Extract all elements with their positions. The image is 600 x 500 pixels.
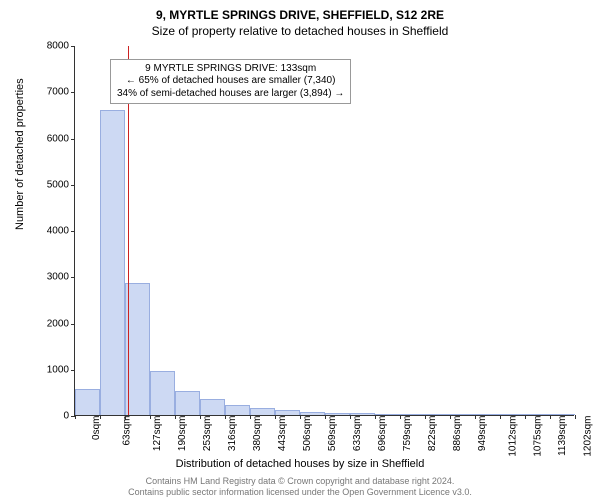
x-tick-label: 63sqm — [122, 416, 133, 446]
x-tick-mark — [225, 415, 226, 419]
x-tick-mark — [125, 415, 126, 419]
x-tick-mark — [325, 415, 326, 419]
x-tick-mark — [200, 415, 201, 419]
x-tick-label: 569sqm — [327, 416, 338, 452]
histogram-bar — [225, 405, 250, 415]
x-tick-label: 1012sqm — [508, 416, 519, 457]
x-tick-mark — [525, 415, 526, 419]
y-tick-mark — [71, 324, 75, 325]
x-tick-mark — [450, 415, 451, 419]
histogram-bar — [150, 371, 175, 415]
y-axis-label: Number of detached properties — [14, 78, 26, 230]
y-tick-label: 8000 — [33, 41, 69, 52]
histogram-bar — [75, 389, 100, 415]
histogram-bar — [200, 399, 225, 415]
x-tick-mark — [475, 415, 476, 419]
x-tick-label: 1075sqm — [533, 416, 544, 457]
x-tick-mark — [500, 415, 501, 419]
footer-line2: Contains public sector information licen… — [0, 487, 600, 498]
x-tick-label: 380sqm — [252, 416, 263, 452]
y-tick-label: 1000 — [33, 364, 69, 375]
x-tick-label: 253sqm — [202, 416, 213, 452]
x-tick-label: 0sqm — [91, 416, 102, 440]
y-tick-label: 7000 — [33, 87, 69, 98]
y-tick-mark — [71, 370, 75, 371]
histogram-bar — [250, 408, 275, 415]
histogram-bar — [100, 110, 125, 415]
x-tick-mark — [400, 415, 401, 419]
histogram-bar — [275, 410, 300, 415]
chart-area: 0100020003000400050006000700080000sqm63s… — [74, 46, 574, 416]
page-title-line1: 9, MYRTLE SPRINGS DRIVE, SHEFFIELD, S12 … — [0, 0, 600, 22]
x-tick-mark — [575, 415, 576, 419]
y-tick-label: 5000 — [33, 179, 69, 190]
annotation-box: 9 MYRTLE SPRINGS DRIVE: 133sqm← 65% of d… — [110, 59, 351, 105]
y-tick-label: 3000 — [33, 272, 69, 283]
y-tick-mark — [71, 92, 75, 93]
y-tick-mark — [71, 185, 75, 186]
y-tick-label: 2000 — [33, 318, 69, 329]
histogram-bar — [175, 391, 200, 415]
footer-attribution: Contains HM Land Registry data © Crown c… — [0, 476, 600, 498]
x-tick-label: 759sqm — [402, 416, 413, 452]
x-tick-label: 886sqm — [452, 416, 463, 452]
x-tick-mark — [175, 415, 176, 419]
x-tick-label: 822sqm — [427, 416, 438, 452]
y-tick-label: 0 — [33, 411, 69, 422]
x-tick-label: 1139sqm — [557, 416, 568, 456]
y-tick-label: 4000 — [33, 226, 69, 237]
y-tick-mark — [71, 231, 75, 232]
page-title-line2: Size of property relative to detached ho… — [0, 22, 600, 42]
x-tick-mark — [425, 415, 426, 419]
x-tick-label: 696sqm — [377, 416, 388, 452]
annotation-line: ← 65% of detached houses are smaller (7,… — [117, 75, 344, 88]
y-tick-mark — [71, 46, 75, 47]
x-tick-label: 316sqm — [227, 416, 238, 452]
histogram-bar — [300, 412, 325, 415]
x-tick-label: 1202sqm — [583, 416, 594, 457]
footer-line1: Contains HM Land Registry data © Crown c… — [0, 476, 600, 487]
x-tick-label: 443sqm — [277, 416, 288, 452]
x-tick-mark — [550, 415, 551, 419]
x-tick-label: 127sqm — [152, 416, 163, 452]
x-tick-mark — [300, 415, 301, 419]
y-tick-label: 6000 — [33, 133, 69, 144]
x-tick-mark — [250, 415, 251, 419]
x-tick-mark — [150, 415, 151, 419]
histogram-bar — [125, 283, 150, 415]
histogram-plot: 0100020003000400050006000700080000sqm63s… — [74, 46, 574, 416]
x-tick-label: 633sqm — [352, 416, 363, 452]
y-tick-mark — [71, 277, 75, 278]
x-tick-mark — [375, 415, 376, 419]
annotation-line: 34% of semi-detached houses are larger (… — [117, 88, 344, 101]
y-tick-mark — [71, 139, 75, 140]
x-tick-mark — [100, 415, 101, 419]
x-tick-label: 190sqm — [177, 416, 188, 452]
x-tick-mark — [275, 415, 276, 419]
annotation-line: 9 MYRTLE SPRINGS DRIVE: 133sqm — [117, 63, 344, 76]
x-tick-label: 506sqm — [302, 416, 313, 452]
x-tick-mark — [75, 415, 76, 419]
x-tick-label: 949sqm — [477, 416, 488, 452]
x-tick-mark — [350, 415, 351, 419]
x-axis-label: Distribution of detached houses by size … — [0, 458, 600, 470]
